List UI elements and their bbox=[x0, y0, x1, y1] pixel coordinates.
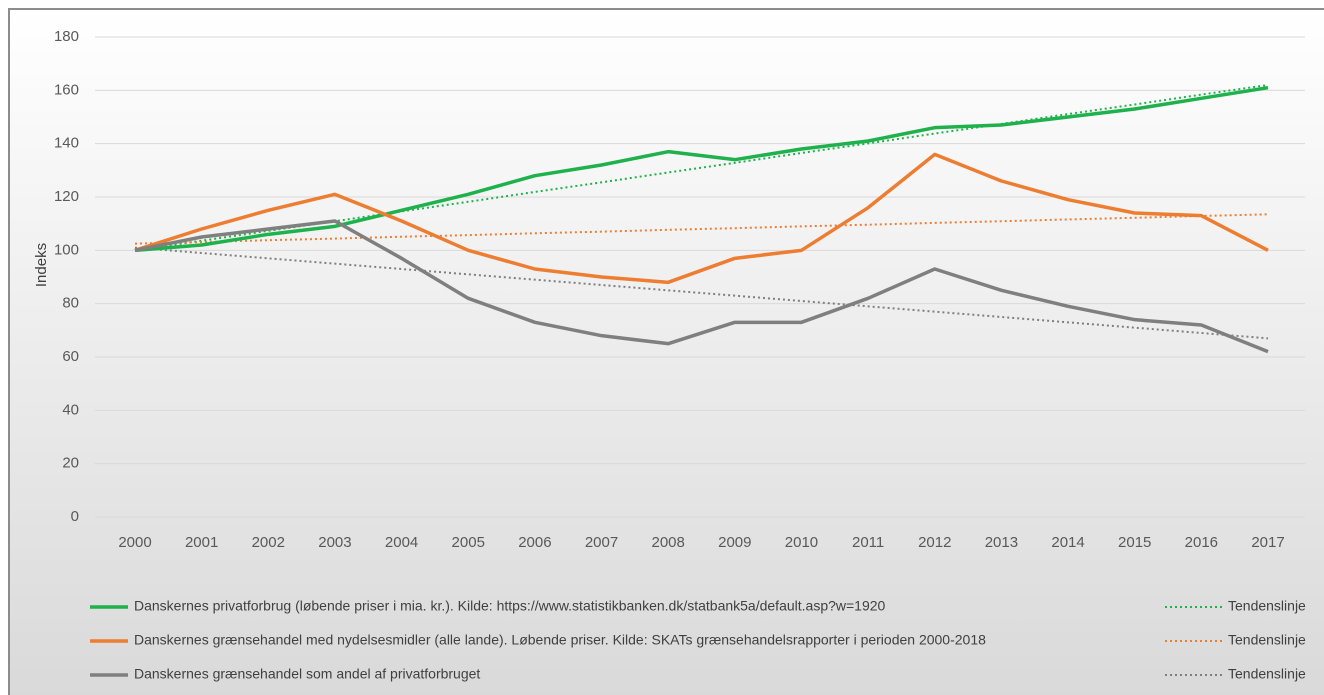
chart-frame bbox=[8, 8, 1324, 695]
x-tick-label: 2011 bbox=[852, 534, 884, 551]
legend-label: Danskernes grænsehandel som andel af pri… bbox=[134, 666, 480, 682]
y-axis-title: Indeks bbox=[33, 243, 50, 287]
trend-line bbox=[134, 213, 1269, 245]
legend-label: Tendenslinje bbox=[1228, 632, 1306, 648]
x-tick-label: 2008 bbox=[651, 534, 684, 551]
x-tick-label: 2017 bbox=[1251, 534, 1284, 551]
x-tick-label: 2003 bbox=[318, 534, 351, 551]
x-tick-label: 2013 bbox=[985, 534, 1018, 551]
x-tick-label: 2012 bbox=[918, 534, 951, 551]
x-tick-label: 2006 bbox=[518, 534, 551, 551]
legend-label: Tendenslinje bbox=[1228, 598, 1306, 614]
x-tick-label: 2009 bbox=[718, 534, 751, 551]
x-tick-label: 2016 bbox=[1185, 534, 1218, 551]
y-tick-label: 160 bbox=[54, 81, 79, 98]
x-tick-label: 2010 bbox=[785, 534, 818, 551]
y-tick-label: 120 bbox=[54, 188, 79, 205]
y-tick-label: 100 bbox=[54, 241, 79, 258]
x-tick-label: 2015 bbox=[1118, 534, 1151, 551]
legend-label: Danskernes privatforbrug (løbende priser… bbox=[134, 598, 886, 614]
y-tick-label: 140 bbox=[54, 135, 79, 152]
y-tick-label: 0 bbox=[71, 508, 79, 525]
series-line bbox=[134, 152, 1269, 285]
legend-label: Danskernes grænsehandel med nydelsesmidl… bbox=[134, 632, 986, 648]
series-line bbox=[134, 85, 1269, 253]
x-tick-label: 2002 bbox=[252, 534, 285, 551]
legend-label: Tendenslinje bbox=[1228, 666, 1306, 682]
x-tick-label: 2001 bbox=[185, 534, 218, 551]
x-tick-label: 2014 bbox=[1051, 534, 1084, 551]
x-tick-label: 2005 bbox=[452, 534, 485, 551]
series-line bbox=[134, 219, 1269, 354]
y-tick-label: 180 bbox=[54, 28, 79, 45]
x-tick-label: 2007 bbox=[585, 534, 618, 551]
y-tick-label: 20 bbox=[62, 455, 79, 472]
x-tick-label: 2004 bbox=[385, 534, 418, 551]
y-tick-label: 80 bbox=[62, 295, 79, 312]
y-tick-label: 40 bbox=[62, 401, 79, 418]
x-tick-label: 2000 bbox=[118, 534, 151, 551]
y-tick-label: 60 bbox=[62, 348, 79, 365]
